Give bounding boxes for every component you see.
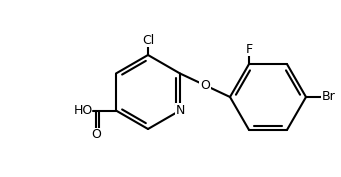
Text: HO: HO [74, 104, 93, 117]
Text: F: F [246, 43, 253, 56]
Text: Cl: Cl [142, 33, 154, 47]
Text: O: O [91, 129, 101, 141]
Text: Br: Br [322, 90, 336, 104]
Text: N: N [175, 104, 185, 117]
Text: O: O [200, 79, 210, 92]
